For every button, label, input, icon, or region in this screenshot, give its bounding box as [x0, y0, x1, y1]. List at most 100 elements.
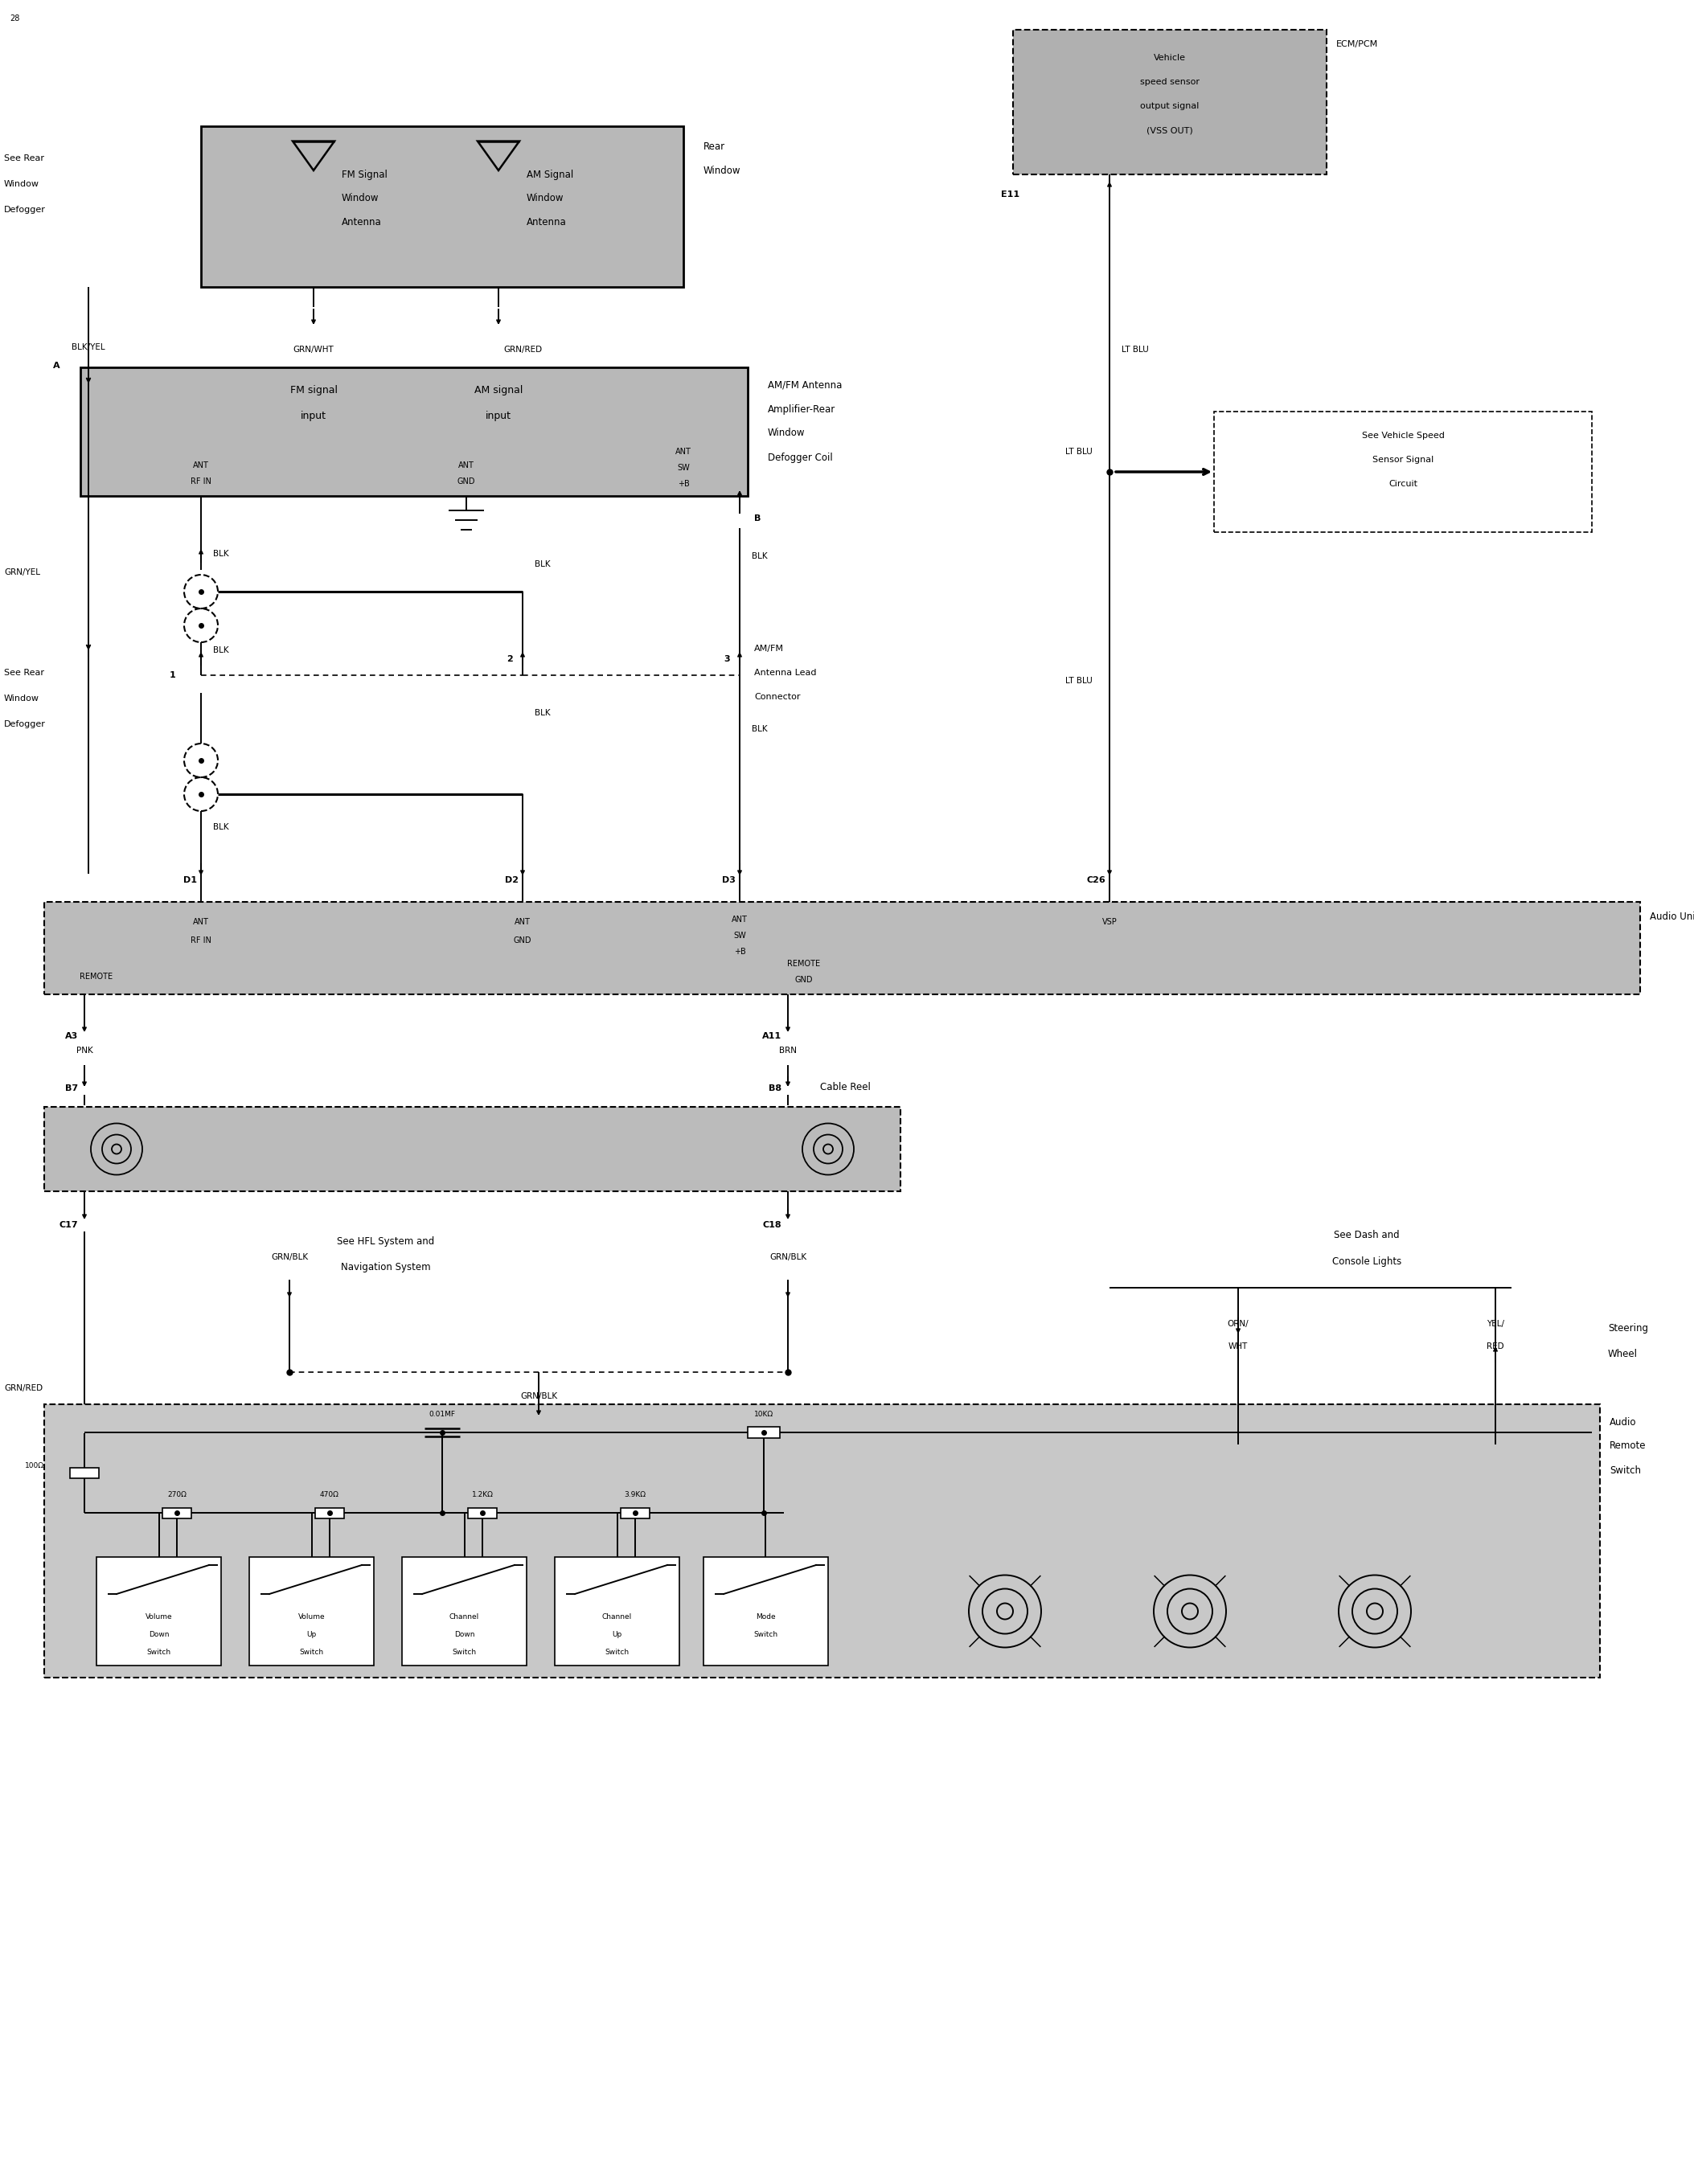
Bar: [554, 1557, 679, 1666]
Text: WHT: WHT: [1228, 1343, 1248, 1350]
Text: 1: 1: [169, 670, 174, 679]
Text: GRN/RED: GRN/RED: [3, 1385, 42, 1391]
Text: Switch: Switch: [1609, 1465, 1641, 1476]
Text: input: input: [486, 411, 512, 422]
Text: Navigation System: Navigation System: [340, 1262, 430, 1271]
Text: 3: 3: [723, 655, 730, 664]
Text: (VSS OUT): (VSS OUT): [1147, 127, 1193, 133]
Text: 1.2KΩ: 1.2KΩ: [471, 1492, 493, 1498]
Text: Antenna: Antenna: [527, 218, 566, 227]
Text: speed sensor: speed sensor: [1140, 79, 1199, 85]
Text: FM signal: FM signal: [290, 384, 337, 395]
Text: BRN: BRN: [779, 1046, 796, 1055]
Text: 100Ω: 100Ω: [25, 1463, 44, 1470]
Text: GND: GND: [513, 937, 532, 943]
Text: RF IN: RF IN: [191, 478, 212, 485]
Text: Mode: Mode: [756, 1614, 776, 1621]
Text: AM/FM Antenna: AM/FM Antenna: [767, 380, 842, 391]
Text: GRN/YEL: GRN/YEL: [3, 568, 41, 577]
Text: B: B: [754, 515, 761, 522]
Text: Antenna Lead: Antenna Lead: [754, 668, 817, 677]
Text: Circuit: Circuit: [1389, 480, 1418, 487]
Text: See Dash and: See Dash and: [1333, 1230, 1399, 1241]
Text: Amplifier-Rear: Amplifier-Rear: [767, 404, 835, 415]
Text: REMOTE: REMOTE: [788, 959, 820, 968]
Text: VSP: VSP: [1103, 917, 1116, 926]
Bar: [620, 1507, 649, 1518]
Text: RF IN: RF IN: [191, 937, 212, 943]
Text: 2: 2: [507, 655, 513, 664]
Text: Cable Reel: Cable Reel: [820, 1081, 871, 1092]
Text: Defogger: Defogger: [3, 205, 46, 214]
Text: AM/FM: AM/FM: [754, 644, 784, 653]
Text: BLK/YEL: BLK/YEL: [71, 343, 105, 352]
Text: REMOTE: REMOTE: [80, 972, 113, 981]
Text: Channel: Channel: [449, 1614, 479, 1621]
Text: B7: B7: [64, 1085, 78, 1092]
Text: ANT: ANT: [459, 461, 474, 470]
Text: BLK: BLK: [535, 561, 551, 568]
Text: ANT: ANT: [676, 448, 691, 456]
Text: A3: A3: [64, 1033, 78, 1040]
Text: Switch: Switch: [452, 1649, 476, 1655]
Text: D1: D1: [183, 876, 197, 885]
Bar: [69, 1468, 98, 1479]
Text: Vehicle: Vehicle: [1154, 55, 1186, 61]
Text: See Vehicle Speed: See Vehicle Speed: [1362, 432, 1445, 439]
Text: C26: C26: [1086, 876, 1106, 885]
Text: Connector: Connector: [754, 692, 800, 701]
Text: 28: 28: [10, 15, 20, 22]
Text: YEL/: YEL/: [1487, 1319, 1504, 1328]
Text: Window: Window: [703, 166, 740, 175]
Text: SW: SW: [678, 463, 689, 472]
Text: Volume: Volume: [298, 1614, 325, 1621]
Text: Down: Down: [454, 1631, 474, 1638]
Text: GND: GND: [794, 976, 813, 983]
Bar: [80, 367, 747, 496]
Text: FM Signal: FM Signal: [342, 168, 388, 179]
Text: ANT: ANT: [515, 917, 530, 926]
Text: Wheel: Wheel: [1608, 1348, 1638, 1358]
Text: Window: Window: [767, 428, 805, 439]
Text: Rear: Rear: [703, 142, 725, 151]
Text: BLK: BLK: [752, 725, 767, 734]
Text: LT BLU: LT BLU: [1066, 448, 1093, 456]
Text: SW: SW: [734, 933, 745, 939]
Text: GND: GND: [457, 478, 476, 485]
Text: Up: Up: [612, 1631, 622, 1638]
Text: ECM/PCM: ECM/PCM: [1337, 39, 1379, 48]
Bar: [44, 902, 1640, 994]
Text: See Rear: See Rear: [3, 155, 44, 162]
Text: 270Ω: 270Ω: [168, 1492, 186, 1498]
Text: LT BLU: LT BLU: [1121, 345, 1149, 354]
Text: Defogger Coil: Defogger Coil: [767, 452, 833, 463]
Text: PNK: PNK: [76, 1046, 93, 1055]
Text: GRN/BLK: GRN/BLK: [520, 1391, 557, 1400]
Text: ORN/: ORN/: [1228, 1319, 1248, 1328]
Text: Switch: Switch: [754, 1631, 778, 1638]
Text: ANT: ANT: [193, 461, 208, 470]
Text: AM Signal: AM Signal: [527, 168, 574, 179]
Bar: [163, 1507, 191, 1518]
Text: BLK: BLK: [213, 646, 229, 655]
Bar: [202, 127, 683, 286]
Bar: [44, 1107, 901, 1190]
Text: GRN/WHT: GRN/WHT: [293, 345, 334, 354]
Text: See HFL System and: See HFL System and: [337, 1236, 435, 1247]
Text: Antenna: Antenna: [342, 218, 381, 227]
Text: BLK: BLK: [213, 823, 229, 832]
Text: LT BLU: LT BLU: [1066, 677, 1093, 686]
Text: Switch: Switch: [147, 1649, 171, 1655]
Text: C18: C18: [762, 1221, 781, 1230]
Text: Remote: Remote: [1609, 1441, 1647, 1452]
Bar: [703, 1557, 828, 1666]
Text: Audio: Audio: [1609, 1417, 1636, 1426]
Text: 3.9KΩ: 3.9KΩ: [625, 1492, 645, 1498]
Text: See Rear: See Rear: [3, 668, 44, 677]
Bar: [249, 1557, 374, 1666]
Text: input: input: [302, 411, 327, 422]
Text: GRN/BLK: GRN/BLK: [271, 1254, 308, 1260]
Text: 10KΩ: 10KΩ: [754, 1411, 774, 1417]
Text: GRN/RED: GRN/RED: [503, 345, 542, 354]
Bar: [97, 1557, 222, 1666]
